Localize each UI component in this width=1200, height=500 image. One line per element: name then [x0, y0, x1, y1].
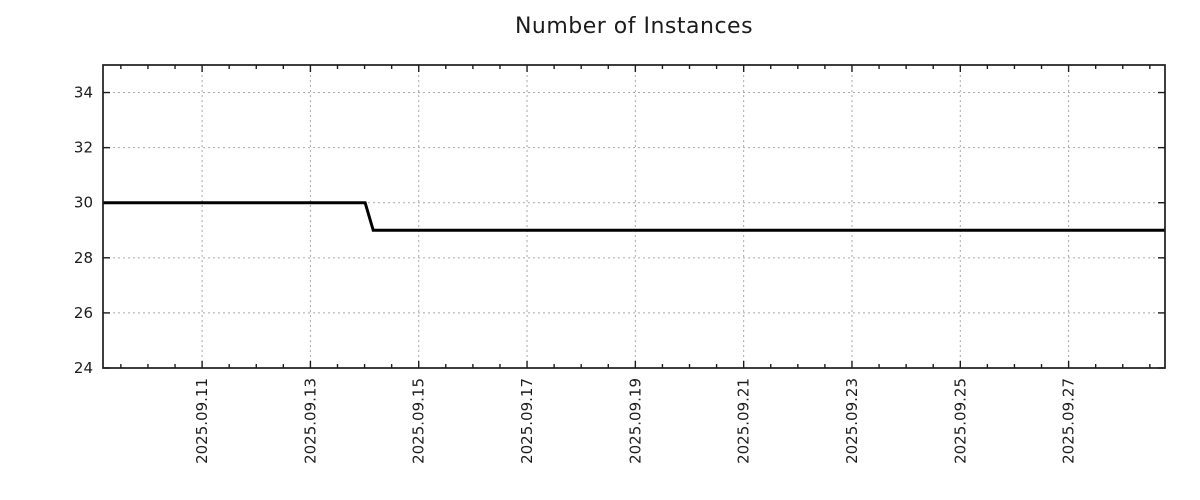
x-tick-label: 2025.09.15	[410, 378, 428, 464]
x-tick-label: 2025.09.23	[843, 378, 861, 464]
y-tick-label: 24	[74, 359, 93, 377]
x-tick-label: 2025.09.11	[193, 378, 211, 464]
x-tick-label: 2025.09.25	[951, 378, 969, 464]
y-tick-label: 30	[74, 194, 93, 212]
series-line	[103, 201, 1165, 232]
x-tick-label: 2025.09.13	[301, 378, 319, 464]
x-tick-label: 2025.09.17	[518, 378, 536, 464]
y-tick-label: 34	[74, 84, 93, 102]
x-tick-label: 2025.09.21	[735, 378, 753, 464]
y-tick-label: 26	[74, 304, 93, 322]
y-tick-label: 32	[74, 139, 93, 157]
x-tick-label: 2025.09.27	[1060, 378, 1078, 464]
plot-border	[102, 64, 1166, 369]
chart-title: Number of Instances	[514, 14, 754, 39]
y-tick-label: 28	[74, 249, 93, 267]
x-tick-label: 2025.09.19	[626, 378, 644, 464]
